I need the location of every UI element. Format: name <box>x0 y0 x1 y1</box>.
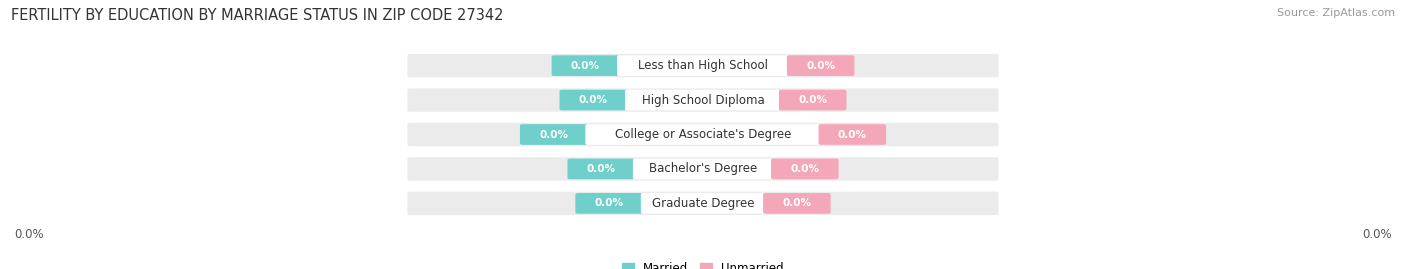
FancyBboxPatch shape <box>551 55 619 76</box>
FancyBboxPatch shape <box>408 54 998 77</box>
FancyBboxPatch shape <box>408 88 998 112</box>
Text: College or Associate's Degree: College or Associate's Degree <box>614 128 792 141</box>
Text: 0.0%: 0.0% <box>806 61 835 71</box>
FancyBboxPatch shape <box>408 157 998 181</box>
Text: 0.0%: 0.0% <box>838 129 868 140</box>
FancyBboxPatch shape <box>770 159 838 179</box>
FancyBboxPatch shape <box>585 124 821 145</box>
FancyBboxPatch shape <box>818 124 886 145</box>
Text: 0.0%: 0.0% <box>579 95 607 105</box>
Legend: Married, Unmarried: Married, Unmarried <box>617 258 789 269</box>
Text: 0.0%: 0.0% <box>799 95 827 105</box>
Text: 0.0%: 0.0% <box>595 198 624 208</box>
Text: 0.0%: 0.0% <box>782 198 811 208</box>
FancyBboxPatch shape <box>408 192 998 215</box>
FancyBboxPatch shape <box>633 159 773 179</box>
Text: 0.0%: 0.0% <box>586 164 616 174</box>
FancyBboxPatch shape <box>560 90 627 110</box>
Text: 0.0%: 0.0% <box>1362 228 1392 241</box>
Text: Less than High School: Less than High School <box>638 59 768 72</box>
FancyBboxPatch shape <box>763 193 831 214</box>
FancyBboxPatch shape <box>520 124 588 145</box>
FancyBboxPatch shape <box>787 55 855 76</box>
FancyBboxPatch shape <box>626 90 780 110</box>
FancyBboxPatch shape <box>408 123 998 146</box>
Text: High School Diploma: High School Diploma <box>641 94 765 107</box>
FancyBboxPatch shape <box>641 193 765 214</box>
Text: 0.0%: 0.0% <box>571 61 600 71</box>
Text: 0.0%: 0.0% <box>538 129 568 140</box>
Text: 0.0%: 0.0% <box>14 228 44 241</box>
Text: FERTILITY BY EDUCATION BY MARRIAGE STATUS IN ZIP CODE 27342: FERTILITY BY EDUCATION BY MARRIAGE STATU… <box>11 8 503 23</box>
FancyBboxPatch shape <box>617 55 789 76</box>
Text: Bachelor's Degree: Bachelor's Degree <box>650 162 756 175</box>
FancyBboxPatch shape <box>568 159 636 179</box>
Text: Graduate Degree: Graduate Degree <box>652 197 754 210</box>
Text: Source: ZipAtlas.com: Source: ZipAtlas.com <box>1277 8 1395 18</box>
FancyBboxPatch shape <box>575 193 643 214</box>
Text: 0.0%: 0.0% <box>790 164 820 174</box>
FancyBboxPatch shape <box>779 90 846 110</box>
